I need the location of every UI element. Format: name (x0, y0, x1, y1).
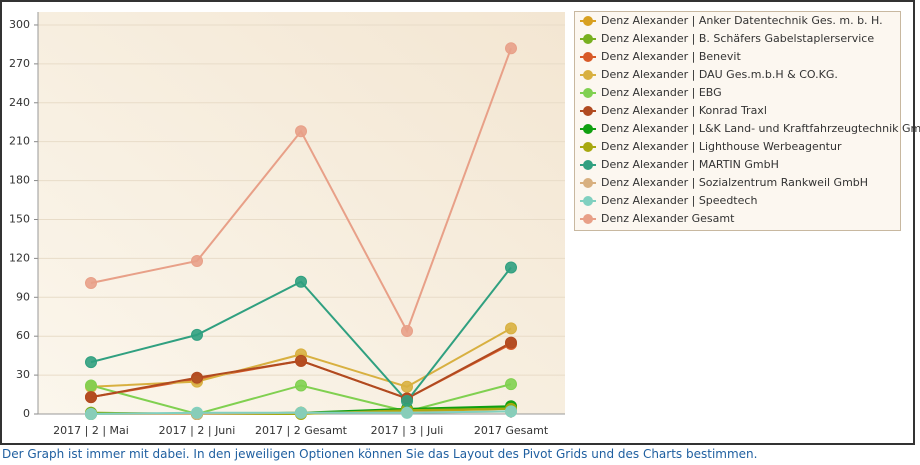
y-tick-label: 60 (16, 329, 30, 342)
data-point (295, 406, 307, 419)
y-tick-label: 120 (9, 251, 30, 264)
legend-label: Denz Alexander | B. Schäfers Gabelstaple… (601, 32, 874, 45)
legend-marker (583, 88, 593, 98)
x-tick-label: 2017 | 2 | Juni (159, 424, 236, 437)
caption: Der Graph ist immer mit dabei. In den je… (2, 447, 758, 461)
legend-marker (583, 160, 593, 170)
data-point (85, 356, 97, 369)
y-tick-label: 30 (16, 368, 30, 381)
legend-marker (583, 214, 593, 224)
data-point (401, 380, 413, 393)
y-tick-label: 150 (9, 212, 30, 225)
data-point (85, 277, 97, 290)
data-point (505, 42, 517, 55)
x-tick-label: 2017 | 2 Gesamt (255, 424, 348, 437)
data-point (295, 275, 307, 288)
legend-label: Denz Alexander | Anker Datentechnik Ges.… (601, 14, 883, 27)
legend-marker (583, 16, 593, 26)
legend-marker (583, 142, 593, 152)
legend (574, 11, 901, 231)
data-point (191, 328, 203, 341)
data-point (295, 354, 307, 367)
x-tick-label: 2017 Gesamt (474, 424, 549, 437)
legend-label: Denz Alexander | Lighthouse Werbeagentur (601, 140, 842, 153)
legend-label: Denz Alexander | Speedtech (601, 194, 757, 207)
data-point (505, 336, 517, 349)
data-point (295, 125, 307, 138)
legend-marker (583, 70, 593, 80)
legend-marker (583, 124, 593, 134)
data-point (85, 379, 97, 392)
legend-label: Denz Alexander | MARTIN GmbH (601, 158, 779, 171)
legend-label: Denz Alexander | EBG (601, 86, 722, 99)
data-point (85, 408, 97, 420)
data-point (401, 406, 413, 419)
data-point (191, 406, 203, 419)
y-tick-label: 0 (23, 407, 30, 420)
data-point (191, 371, 203, 384)
chart: 0 30 60 90 120 150 180 210 240 270 300 2017 | 2 | M… (0, 0, 920, 445)
data-point (295, 379, 307, 392)
y-tick-label: 300 (9, 18, 30, 31)
legend-label: Denz Alexander | DAU Ges.m.b.H & CO.KG. (601, 68, 838, 81)
legend-marker (583, 178, 593, 188)
data-point (401, 395, 413, 408)
legend-label: Denz Alexander | Konrad Traxl (601, 104, 767, 117)
data-point (85, 391, 97, 404)
data-point (505, 322, 517, 335)
legend-marker (583, 196, 593, 206)
data-point (505, 405, 517, 418)
legend-label: Denz Alexander | Sozialzentrum Rankweil … (601, 176, 868, 189)
y-tick-label: 240 (9, 96, 30, 109)
data-point (505, 378, 517, 391)
legend-label: Denz Alexander | Benevit (601, 50, 741, 63)
legend-marker (583, 52, 593, 62)
data-point (191, 254, 203, 267)
x-tick-label: 2017 | 2 | Mai (53, 424, 129, 437)
y-tick-label: 90 (16, 290, 30, 303)
legend-marker (583, 106, 593, 116)
y-tick-label: 210 (9, 135, 30, 148)
x-tick-label: 2017 | 3 | Juli (371, 424, 444, 437)
data-point (401, 325, 413, 338)
legend-label: Denz Alexander | L&K Land- und Kraftfahr… (601, 122, 920, 135)
y-tick-label: 180 (9, 174, 30, 187)
data-point (505, 261, 517, 274)
legend-label: Denz Alexander Gesamt (601, 212, 735, 225)
legend-marker (583, 34, 593, 44)
y-tick-label: 270 (9, 57, 30, 70)
